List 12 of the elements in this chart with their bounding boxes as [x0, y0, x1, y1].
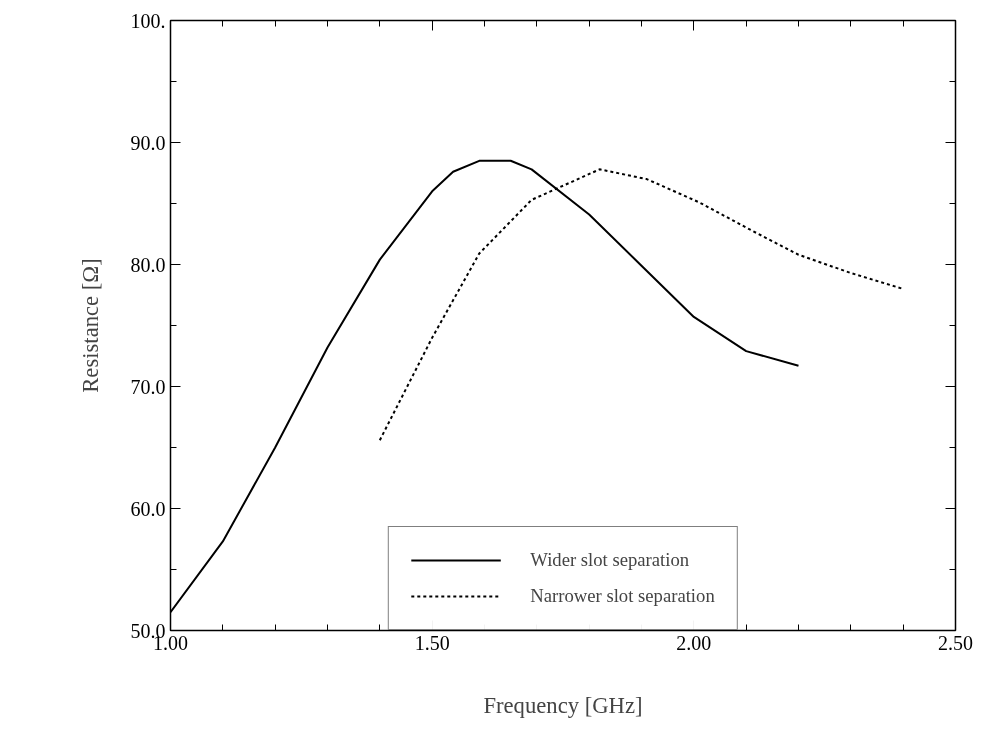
y-tick-label: 90.0: [130, 131, 166, 154]
y-tick-label: 60.0: [130, 497, 166, 520]
y-tick-label: 70.0: [130, 375, 166, 398]
x-axis-title: Frequency [GHz]: [483, 692, 643, 718]
y-tick-label: 80.0: [130, 253, 166, 276]
legend-label: Wider slot separation: [530, 549, 690, 571]
x-tick-label: 2.00: [676, 631, 712, 654]
legend-label: Narrower slot separation: [530, 585, 715, 607]
x-tick-label: 2.50: [938, 631, 973, 654]
y-axis-title: Resistance [Ω]: [77, 258, 103, 393]
x-tick-label: 1.50: [414, 631, 450, 654]
y-tick-label: 100.: [130, 9, 166, 32]
